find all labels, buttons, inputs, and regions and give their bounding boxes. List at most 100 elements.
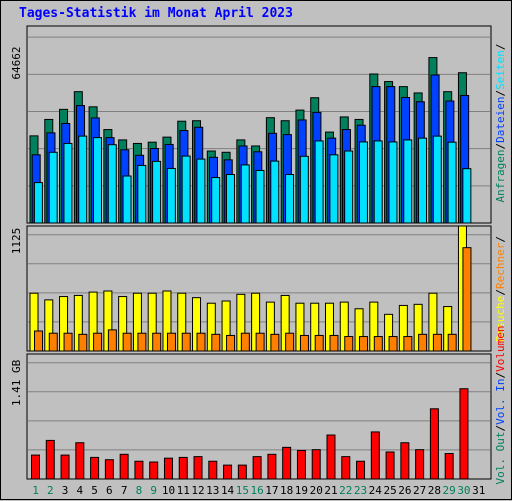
x-tick-label-1: 1: [32, 484, 39, 497]
bar-rechner-day-27: [418, 333, 428, 352]
x-tick-label-14: 14: [221, 484, 235, 497]
bar-volumen-day-21: [326, 434, 336, 480]
x-tick-label-17: 17: [265, 484, 278, 497]
bar-volumen-day-13: [208, 460, 218, 480]
legend-volumen: Volumen: [494, 326, 507, 372]
bar-volumen-day-12: [193, 456, 203, 480]
bar-volumen-day-18: [282, 446, 292, 480]
bar-volumen-day-2: [45, 439, 55, 480]
bar-volumen-day-1: [31, 454, 40, 480]
bar-seiten-day-4: [78, 135, 88, 224]
bar-rechner-day-1: [34, 330, 43, 352]
legend-rechner: Rechner: [494, 242, 507, 289]
bar-rechner-day-6: [107, 329, 117, 352]
x-tick-label-16: 16: [250, 484, 263, 497]
legend-separator: /: [494, 289, 507, 296]
bar-seiten-day-22: [344, 150, 354, 224]
legend-separator: /: [494, 425, 507, 432]
bar-rechner-day-24: [373, 336, 383, 352]
legend-separator: /: [494, 143, 507, 150]
bar-volumen-day-29: [444, 453, 454, 480]
bar-rechner-day-19: [299, 334, 309, 352]
x-tick-label-12: 12: [191, 484, 204, 497]
bar-rechner-day-5: [93, 332, 103, 352]
legend-top-panel: Anfragen/Dateien/Seiten/: [494, 44, 507, 203]
bar-volumen-day-28: [429, 408, 439, 480]
ymax-label-mid: 1125: [10, 228, 23, 255]
bar-volumen-day-24: [370, 431, 380, 480]
bar-volumen-day-6: [104, 459, 114, 480]
bar-volumen-day-16: [252, 456, 262, 480]
bar-seiten-day-25: [388, 141, 398, 224]
x-tick-label-25: 25: [383, 484, 396, 497]
bar-seiten-day-5: [92, 137, 102, 224]
bar-rechner-day-25: [388, 336, 398, 352]
bar-seiten-day-10: [166, 167, 176, 224]
bar-rechner-day-20: [314, 334, 324, 352]
bar-volumen-day-8: [134, 460, 144, 480]
bar-rechner-day-10: [166, 332, 176, 352]
x-tick-label-21: 21: [324, 484, 337, 497]
legend-bot-panel: Vol. Out/Vol. In/Volumen: [494, 326, 507, 485]
bar-seiten-day-21: [329, 154, 339, 224]
bar-seiten-day-30: [462, 168, 472, 224]
x-tick-label-24: 24: [369, 484, 383, 497]
bar-besuche-day-16: [251, 292, 261, 352]
bar-volumen-day-10: [163, 457, 173, 480]
x-tick-label-3: 3: [62, 484, 69, 497]
bar-volumen-day-20: [311, 449, 321, 480]
legend-vol-in: Vol. In: [494, 379, 507, 425]
bar-volumen-day-11: [178, 456, 188, 480]
bar-volumen-day-22: [341, 456, 351, 480]
bar-volumen-day-27: [415, 449, 425, 480]
bar-rechner-day-12: [196, 332, 206, 352]
x-tick-label-22: 22: [339, 484, 352, 497]
bar-volumen-day-15: [237, 464, 247, 480]
bar-volumen-day-17: [267, 453, 277, 480]
ymax-label-bot: 1.41 GB: [10, 359, 23, 406]
x-tick-label-4: 4: [77, 484, 84, 497]
bar-rechner-day-4: [78, 333, 88, 352]
legend-seiten: Seiten: [494, 50, 507, 90]
bar-seiten-day-9: [152, 160, 162, 224]
bar-volumen-day-4: [75, 442, 85, 480]
bar-rechner-day-8: [137, 332, 147, 352]
x-tick-label-15: 15: [236, 484, 249, 497]
bar-rechner-day-22: [344, 336, 354, 352]
legend-separator: /: [494, 372, 507, 379]
bar-rechner-day-13: [211, 333, 221, 352]
x-tick-label-10: 10: [162, 484, 175, 497]
bar-seiten-day-6: [107, 144, 117, 224]
bar-seiten-day-29: [447, 141, 457, 224]
bar-rechner-day-29: [447, 333, 457, 352]
bar-rechner-day-21: [329, 334, 339, 352]
bar-seiten-day-7: [122, 175, 132, 224]
bar-rechner-day-2: [48, 332, 58, 352]
x-tick-label-30: 30: [457, 484, 470, 497]
bar-rechner-day-17: [270, 333, 280, 352]
bar-seiten-day-28: [432, 135, 442, 224]
x-tick-label-8: 8: [136, 484, 143, 497]
bar-seiten-day-27: [418, 137, 428, 224]
legend-mid-panel: Besuche/Rechner/: [494, 236, 507, 342]
ymax-label-top: 64662: [10, 46, 23, 79]
bar-seiten-day-3: [63, 142, 73, 224]
bar-rechner-day-23: [359, 336, 369, 352]
bar-seiten-day-2: [48, 151, 58, 224]
bar-volumen-day-3: [60, 454, 70, 480]
x-tick-label-6: 6: [106, 484, 113, 497]
legend-vol-out: Vol. Out: [494, 431, 507, 484]
bar-rechner-day-18: [285, 332, 295, 352]
bar-seiten-day-16: [255, 169, 265, 224]
bar-rechner-day-9: [152, 332, 162, 352]
bar-rechner-day-16: [255, 332, 265, 352]
legend-besuche: Besuche: [494, 296, 507, 342]
x-tick-label-2: 2: [47, 484, 54, 497]
legend-separator: /: [494, 236, 507, 243]
bar-seiten-day-26: [403, 139, 413, 224]
x-tick-label-13: 13: [206, 484, 219, 497]
bar-seiten-day-8: [137, 164, 147, 224]
x-tick-label-7: 7: [121, 484, 128, 497]
legend-separator: /: [494, 44, 507, 51]
bar-rechner-day-30: [462, 247, 472, 352]
